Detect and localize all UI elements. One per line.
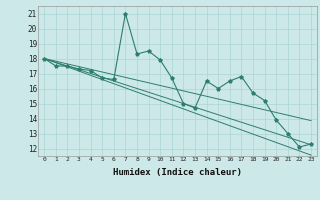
X-axis label: Humidex (Indice chaleur): Humidex (Indice chaleur) bbox=[113, 168, 242, 177]
